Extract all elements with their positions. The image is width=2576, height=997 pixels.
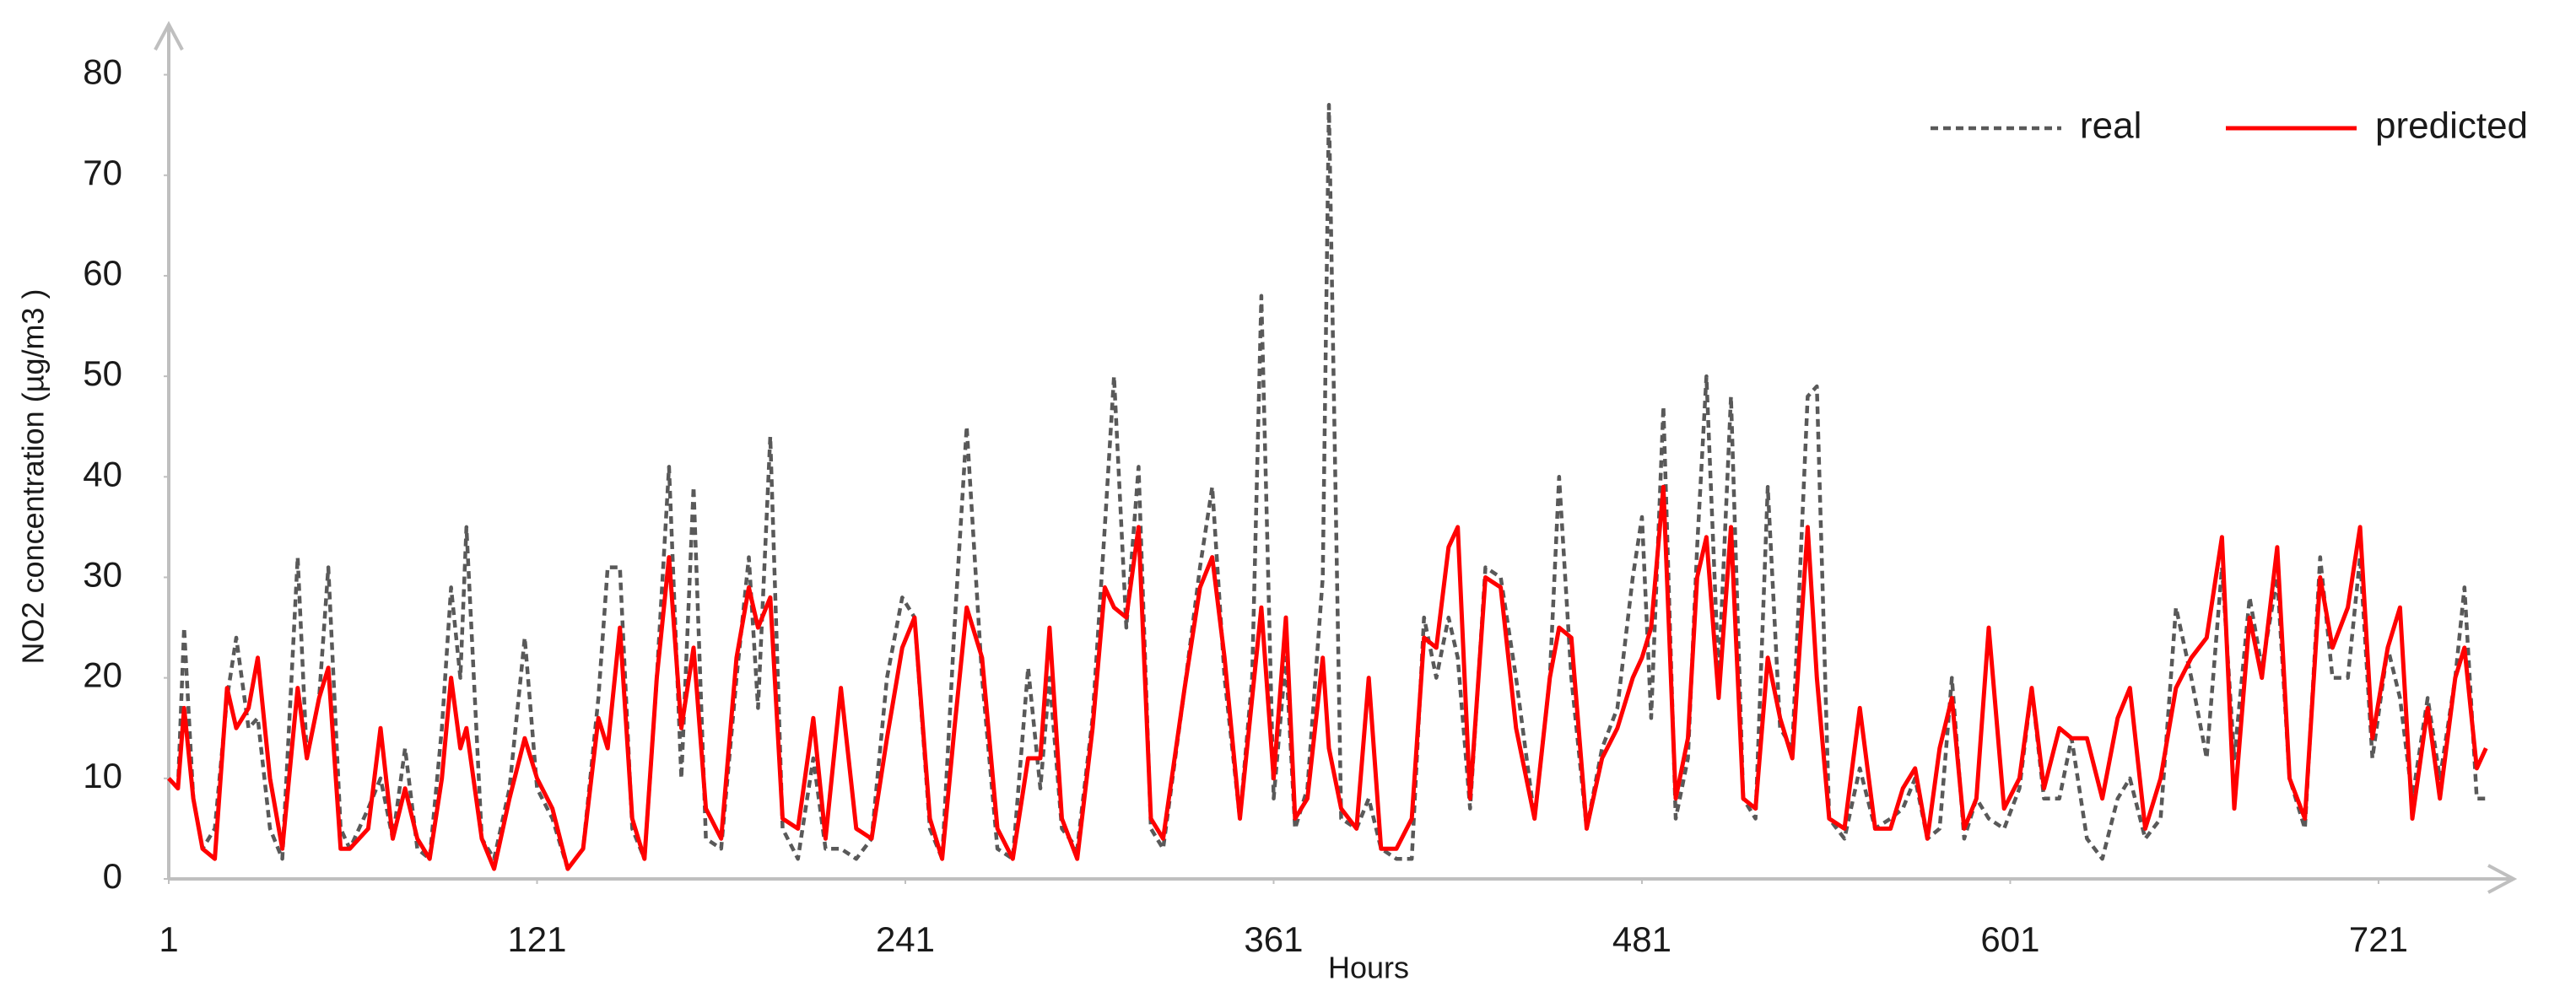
y-tick-label: 40 bbox=[83, 454, 122, 493]
y-tick-label: 70 bbox=[83, 153, 122, 192]
x-tick-label: 361 bbox=[1244, 919, 1303, 959]
legend-label: predicted bbox=[2375, 105, 2528, 147]
y-tick-label: 80 bbox=[83, 52, 122, 92]
y-tick-label: 50 bbox=[83, 353, 122, 393]
y-tick-label: 20 bbox=[83, 655, 122, 695]
y-tick-label: 0 bbox=[103, 856, 122, 896]
y-axis-arrow bbox=[154, 20, 184, 51]
x-tick-label: 241 bbox=[876, 919, 935, 959]
x-axis-arrow bbox=[2487, 864, 2518, 894]
x-tick-label: 121 bbox=[507, 919, 566, 959]
series-line bbox=[167, 484, 2488, 871]
x-axis-label: Hours bbox=[1328, 951, 1409, 985]
legend-label: real bbox=[2080, 105, 2141, 147]
x-tick-label: 481 bbox=[1612, 919, 1671, 959]
y-tick-label: 30 bbox=[83, 555, 122, 595]
y-axis-label: NO2 concentration (µg/m3 ) bbox=[16, 289, 51, 665]
x-tick-label: 721 bbox=[2349, 919, 2408, 959]
x-tick-label: 1 bbox=[159, 919, 178, 959]
y-tick-label: 10 bbox=[83, 756, 122, 795]
y-tick-label: 60 bbox=[83, 253, 122, 293]
x-tick-label: 601 bbox=[1980, 919, 2039, 959]
